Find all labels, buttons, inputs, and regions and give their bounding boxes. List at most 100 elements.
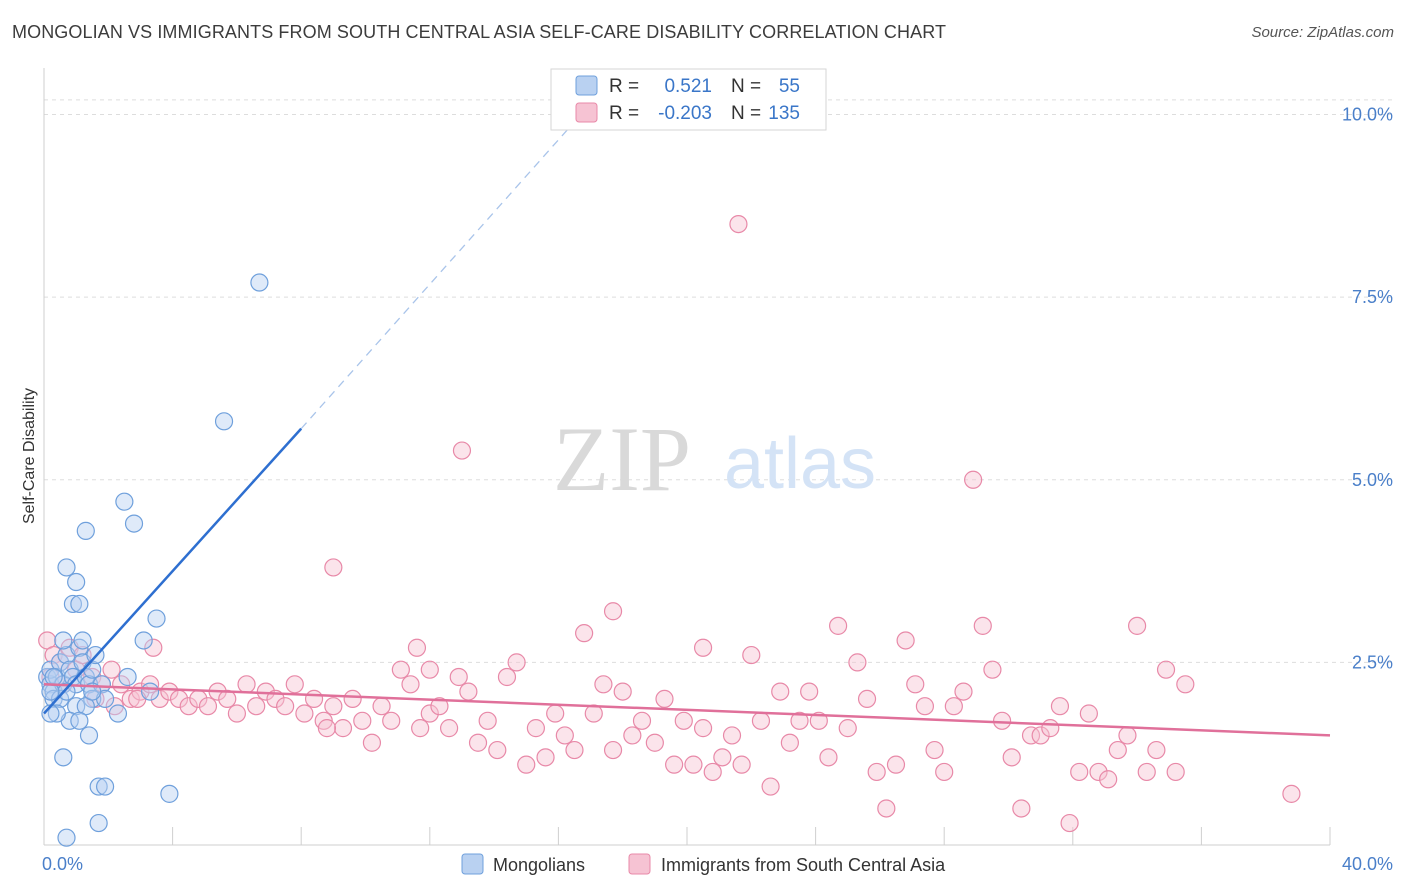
point-mongolians [57, 682, 76, 701]
point-immigrants [324, 558, 343, 577]
point-immigrants [729, 214, 748, 234]
stats-n-label-2: N = [731, 103, 761, 124]
point-immigrants [1089, 762, 1108, 782]
series-legend: Mongolians Immigrants from South Central… [461, 853, 946, 875]
point-immigrants [304, 689, 324, 709]
point-mongolians [44, 667, 63, 687]
point-immigrants [809, 711, 828, 730]
legend-label-immigrants: Immigrants from South Central Asia [661, 855, 946, 875]
point-mongolians [54, 748, 73, 767]
point-immigrants [401, 675, 420, 694]
point-immigrants [227, 704, 246, 723]
point-immigrants [317, 719, 337, 738]
watermark: ZIP atlas [553, 408, 876, 510]
point-mongolians [160, 784, 179, 803]
point-immigrants [684, 755, 703, 774]
point-immigrants [1156, 660, 1176, 679]
point-immigrants [144, 638, 163, 657]
point-immigrants [964, 470, 983, 489]
trendline-immigrants [43, 683, 1331, 737]
point-mongolians [83, 689, 102, 709]
point-immigrants [517, 755, 536, 774]
stats-r-value-1: 0.521 [664, 76, 712, 97]
point-immigrants [1166, 762, 1185, 782]
point-immigrants [1137, 762, 1156, 782]
point-mongolians [214, 412, 234, 431]
point-immigrants [713, 748, 732, 767]
point-immigrants [742, 645, 761, 665]
point-immigrants [285, 675, 304, 694]
point-mongolians [70, 711, 89, 730]
chart-title: MONGOLIAN VS IMMIGRANTS FROM SOUTH CENTR… [12, 22, 947, 42]
legend-swatch-immigrants [628, 853, 651, 875]
point-immigrants [1176, 675, 1195, 694]
point-mongolians [250, 273, 269, 292]
point-immigrants [1079, 704, 1098, 723]
axes: 2.5% 5.0% 7.5% 10.0% 0.0% 40.0% [42, 68, 1393, 874]
point-immigrants [362, 733, 382, 752]
point-immigrants [623, 726, 642, 745]
grid-lines [44, 99, 1395, 663]
legend-label-mongolians: Mongolians [493, 855, 585, 875]
point-mongolians [57, 558, 76, 577]
point-immigrants [703, 762, 722, 782]
point-immigrants [420, 704, 439, 723]
point-immigrants [1021, 726, 1041, 745]
point-immigrants [829, 616, 848, 635]
point-immigrants [935, 762, 954, 782]
point-mongolians [89, 813, 108, 833]
point-immigrants [886, 755, 906, 774]
y-tick-label: 2.5% [1352, 652, 1393, 672]
trendline-mongolians-extension [300, 121, 575, 430]
point-immigrants [722, 726, 742, 745]
y-tick-label: 10.0% [1342, 105, 1393, 125]
point-mongolians [47, 704, 66, 723]
legend-swatch-mongolians [461, 853, 484, 875]
point-immigrants [780, 733, 799, 752]
point-immigrants [497, 667, 517, 687]
point-immigrants [382, 711, 401, 730]
point-immigrants [372, 697, 391, 716]
y-tick-label: 7.5% [1352, 287, 1393, 307]
point-immigrants [295, 704, 314, 723]
point-immigrants [276, 697, 295, 716]
point-immigrants [536, 748, 555, 767]
point-immigrants [391, 660, 410, 679]
point-immigrants [944, 697, 963, 716]
point-immigrants [761, 777, 780, 796]
point-mongolians [115, 492, 134, 511]
point-mongolians [95, 777, 115, 796]
point-immigrants [452, 441, 472, 460]
point-immigrants [594, 675, 613, 694]
point-immigrants [1282, 784, 1301, 803]
point-mongolians [57, 828, 76, 847]
point-immigrants [603, 740, 623, 760]
data-points [38, 214, 1301, 847]
point-immigrants [992, 711, 1012, 730]
point-immigrants [896, 631, 915, 650]
y-axis-label: Self-Care Disability [21, 388, 38, 524]
point-immigrants [983, 660, 1002, 679]
point-immigrants [674, 711, 693, 730]
point-immigrants [150, 689, 169, 709]
stats-legend: R = 0.521 N = 55 R = -0.203 N = 135 [550, 68, 827, 131]
point-immigrants [179, 697, 198, 716]
point-immigrants [1031, 726, 1050, 745]
point-immigrants [407, 638, 427, 657]
point-immigrants [102, 660, 121, 679]
point-immigrants [439, 719, 459, 738]
point-immigrants [353, 711, 372, 730]
point-mongolians [41, 682, 60, 701]
point-immigrants [925, 740, 944, 760]
point-mongolians [67, 572, 86, 592]
point-immigrants [800, 682, 819, 701]
point-mongolians [92, 675, 111, 694]
point-immigrants [507, 653, 526, 672]
point-immigrants [526, 719, 545, 738]
point-immigrants [771, 682, 790, 701]
point-immigrants [848, 653, 867, 672]
point-immigrants [1118, 726, 1137, 745]
trendlines [43, 121, 1331, 737]
x-tick-label-min: 0.0% [42, 854, 83, 874]
